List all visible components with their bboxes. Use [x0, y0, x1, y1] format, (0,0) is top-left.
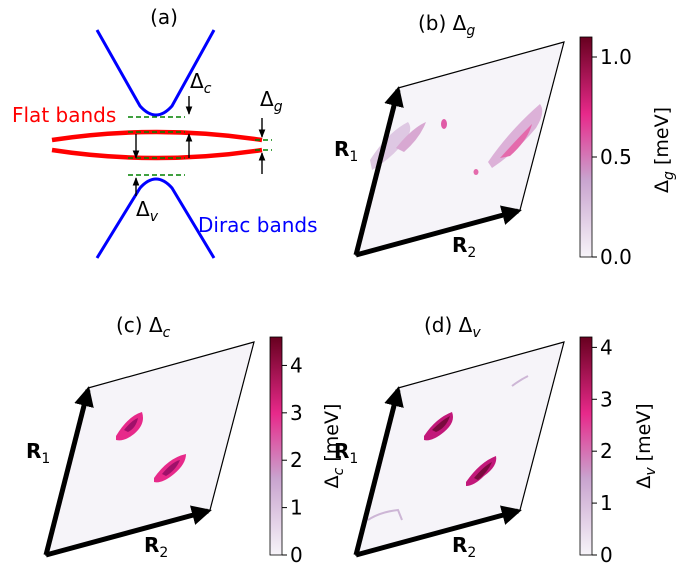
colorbar-ticks-b: 0.0 0.5 1.0 — [592, 45, 632, 269]
guide-lines — [128, 116, 272, 176]
colorbar-tick-label: 4 — [600, 335, 613, 359]
colorbar-tick-label: 1 — [600, 491, 613, 515]
colorbar-tick-label: 2 — [290, 448, 303, 472]
r2-label-c: R2 — [144, 533, 168, 561]
unit-cell-d — [355, 341, 565, 556]
colorbar-label-b: Δg [meV] — [651, 107, 677, 193]
colorbar-tick-label: 0 — [290, 543, 303, 567]
r2-label-d: R2 — [452, 533, 476, 561]
panel-a-title: (a) — [150, 5, 178, 29]
dirac-band-lower — [95, 177, 216, 259]
colorbar-ticks-c: 0 1 2 3 4 — [282, 353, 303, 567]
r1-label-d: R1 — [334, 439, 358, 467]
r1-label-b: R1 — [334, 137, 358, 165]
r2-label-b: R2 — [452, 233, 476, 261]
dirac-band-upper — [95, 29, 216, 117]
flat-band-lower — [51, 147, 263, 161]
colorbar-tick-label: 3 — [600, 387, 613, 411]
panel-d-title: (d) Δv — [424, 313, 481, 341]
delta-v-label: Δv — [136, 197, 159, 225]
colorbar-c — [269, 336, 283, 556]
dirac-bands-label: Dirac bands — [198, 213, 318, 237]
delta-c-label: Δc — [190, 69, 212, 97]
colorbar-tick-label: 2 — [600, 439, 613, 463]
panel-b: (b) Δg R1 R2 0.0 0.5 1.0 Δg [meV] — [334, 11, 677, 269]
delta-g-label: Δg — [260, 87, 283, 115]
colorbar-tick-label: 0.5 — [600, 145, 632, 169]
colorbar-label-d: Δv [meV] — [633, 403, 659, 488]
gap-arrows — [132, 96, 266, 196]
r2-vector-d — [355, 505, 522, 558]
unit-cell-c — [45, 341, 255, 556]
colorbar-d — [579, 336, 593, 556]
panel-b-title: (b) Δg — [418, 11, 475, 39]
colorbar-label-c: Δc [meV] — [321, 404, 347, 489]
r2-vector-b — [355, 205, 522, 258]
panel-c-title: (c) Δc — [116, 313, 171, 341]
colorbar-tick-label: 1 — [290, 496, 303, 520]
r1-label-c: R1 — [26, 439, 50, 467]
r2-vector-c — [45, 505, 212, 558]
flat-bands-label: Flat bands — [12, 103, 116, 127]
colorbar-tick-label: 1.0 — [600, 45, 632, 69]
panel-a: (a) Δc Δg Δv Flat bands Dirac — [12, 5, 318, 259]
colorbar-tick-label: 4 — [290, 353, 303, 377]
r1-vector-b — [353, 86, 404, 256]
r1-vector-d — [353, 386, 404, 556]
colorbar-tick-label: 0.0 — [600, 245, 632, 269]
panel-c: (c) Δc R1 R2 0 1 2 3 4 Δc [meV] — [26, 313, 347, 567]
hotspots-d — [367, 375, 529, 521]
panel-d: (d) Δv R1 R2 0 1 2 3 4 Δv [meV] — [334, 313, 659, 567]
colorbar-tick-label: 3 — [290, 401, 303, 425]
flat-band-upper — [51, 129, 263, 143]
r1-vector-c — [43, 386, 94, 556]
hotspots-c — [116, 412, 186, 483]
colorbar-b — [579, 36, 593, 258]
colorbar-tick-label: 0 — [600, 543, 613, 567]
colorbar-ticks-d: 0 1 2 3 4 — [592, 335, 613, 567]
